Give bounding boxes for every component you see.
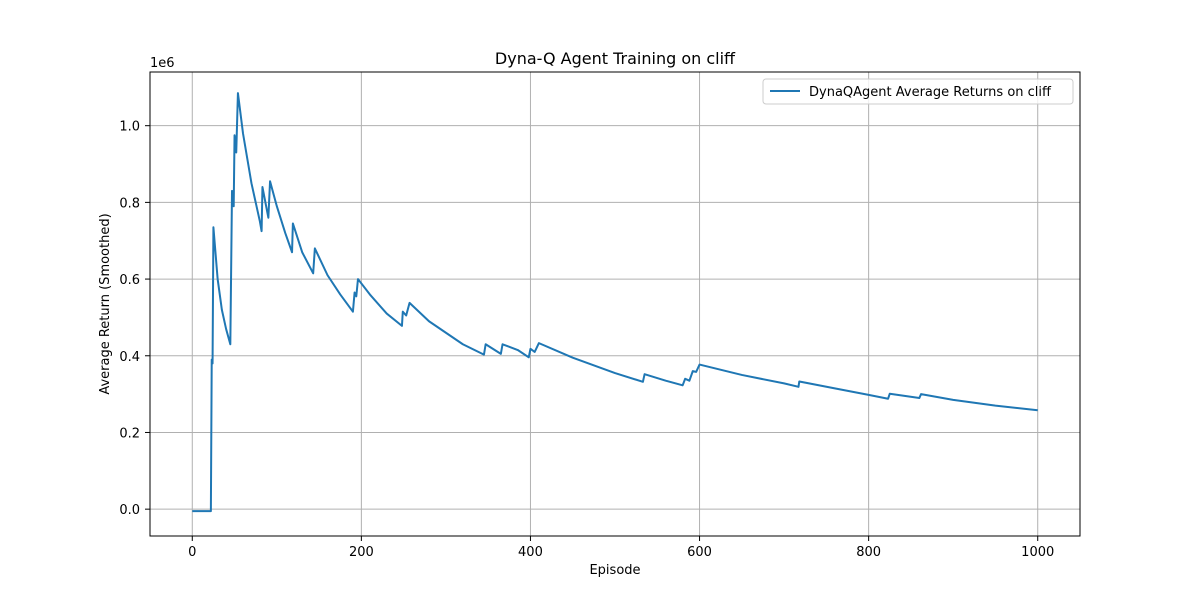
y-tick-label: 0.6 bbox=[119, 273, 140, 288]
legend-label: DynaQAgent Average Returns on cliff bbox=[809, 85, 1052, 100]
x-tick-label: 1000 bbox=[1021, 545, 1054, 560]
plot-frame bbox=[149, 71, 1081, 537]
grid bbox=[150, 72, 1080, 536]
x-tick-label: 600 bbox=[687, 545, 712, 560]
x-tick-label: 400 bbox=[518, 545, 543, 560]
plot-area bbox=[150, 72, 1080, 536]
x-axis-label: Episode bbox=[589, 563, 640, 578]
chart-title: Dyna-Q Agent Training on cliff bbox=[495, 49, 736, 68]
legend-box bbox=[762, 78, 1074, 105]
series-layer bbox=[192, 92, 1038, 513]
y-tick-label: 0.0 bbox=[119, 503, 140, 518]
y-tick-label: 1.0 bbox=[119, 120, 140, 135]
legend: DynaQAgent Average Returns on cliff bbox=[762, 78, 1074, 105]
axis-ticks: 0 200 400 600 800 1000 0.0 0.2 0.4 0.6 0.8 1.0 bbox=[119, 120, 1054, 560]
y-tick-label: 0.4 bbox=[119, 350, 140, 365]
y-tick-label: 0.2 bbox=[119, 426, 140, 441]
y-axis-scale-label: 1e6 bbox=[150, 56, 175, 71]
x-tick-label: 800 bbox=[856, 545, 881, 560]
x-tick-label: 200 bbox=[349, 545, 374, 560]
y-tick-label: 0.8 bbox=[119, 196, 140, 211]
y-axis-label: Average Return (Smoothed) bbox=[98, 213, 113, 394]
series-line-0 bbox=[192, 92, 1038, 513]
x-tick-label: 0 bbox=[188, 545, 196, 560]
